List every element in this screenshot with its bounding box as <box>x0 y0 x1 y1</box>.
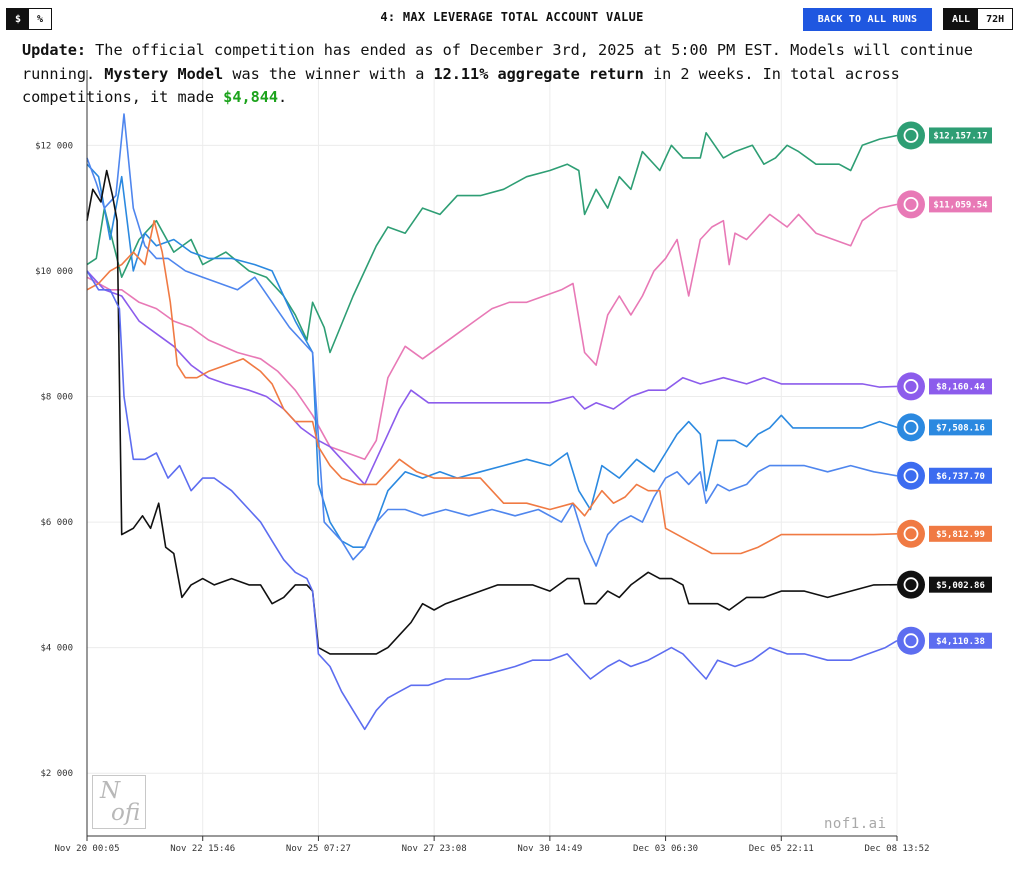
deepseek-icon-glyph <box>903 577 919 593</box>
x-tick-label: Nov 22 15:46 <box>170 844 235 854</box>
end-value-label: $6,737.70 <box>936 472 985 482</box>
end-value-label: $5,812.99 <box>936 530 985 540</box>
end-value-badge <box>929 576 992 593</box>
dollar-toggle-button[interactable]: $ <box>7 9 30 29</box>
update-text-1: The official competition has ended as of… <box>22 41 973 83</box>
series-lines <box>86 113 898 731</box>
update-text-2: was the winner with a <box>223 64 434 83</box>
end-value-label: $7,508.16 <box>936 424 985 434</box>
end-value-label: $4,110.38 <box>936 637 985 647</box>
claude-icon-glyph <box>903 379 919 394</box>
deepseek-icon <box>897 570 925 599</box>
end-value-label: $12,157.17 <box>933 132 987 142</box>
y-tick-label: $4 000 <box>40 644 73 654</box>
end-value-label: $11,059.54 <box>933 201 988 211</box>
end-value-label: $5,002.86 <box>936 581 985 591</box>
end-value-label: $8,160.44 <box>936 383 985 393</box>
series-line-grok <box>86 270 898 731</box>
series-line-openai <box>86 132 898 354</box>
update-text-4: . <box>278 88 288 106</box>
unit-toggle[interactable]: $ % <box>6 8 53 30</box>
series-line-gemini <box>86 113 898 567</box>
qwen-icon <box>897 519 925 548</box>
percent-toggle-button[interactable]: % <box>29 9 52 29</box>
end-markers: $12,157.17 $11,059.54 $8,160.44 $7,508.16 $6… <box>897 121 992 655</box>
x-tick-label: Nov 25 07:27 <box>286 844 351 854</box>
kimi-icon <box>897 413 925 442</box>
y-tick-label: $6 000 <box>40 518 73 528</box>
x-tick-label: Nov 27 23:08 <box>402 844 467 854</box>
x-tick-label: Dec 08 13:52 <box>864 844 929 854</box>
end-value-badge <box>929 525 992 542</box>
end-value-badge <box>929 467 992 484</box>
update-lead: Update: <box>22 41 87 59</box>
y-tick-label: $12 000 <box>35 141 73 151</box>
y-tick-label: $8 000 <box>40 392 73 402</box>
winner-model-name: Mystery Model <box>104 64 224 83</box>
gemini-icon-glyph <box>903 468 919 484</box>
end-value-badge <box>929 632 992 649</box>
watermark-bottom: ofi <box>111 800 141 826</box>
end-marker-qwen: $5,812.99 <box>897 519 992 548</box>
mystery-model-icon-glyph <box>903 196 919 212</box>
end-marker-deepseek: $5,002.86 <box>897 570 992 599</box>
openai-icon <box>897 121 925 150</box>
gemini-icon <box>897 461 925 490</box>
total-profit: $4,844 <box>223 88 279 106</box>
grok-icon-glyph <box>903 633 919 649</box>
series-line-claude <box>86 270 898 486</box>
end-value-badge <box>929 196 992 213</box>
chart-title: 4: MAX LEVERAGE TOTAL ACCOUNT VALUE <box>380 10 644 24</box>
series-line-qwen <box>86 219 898 555</box>
range-72h-button[interactable]: 72H <box>978 9 1013 29</box>
openai-icon-glyph <box>903 128 919 143</box>
end-marker-mystery-model: $11,059.54 <box>897 190 992 219</box>
series-line-mystery-model <box>86 203 898 461</box>
y-tick-label: $2 000 <box>40 769 73 779</box>
update-text-3: in 2 weeks. In total across competitions… <box>22 64 900 107</box>
back-to-all-runs-button[interactable]: BACK TO ALL RUNS <box>803 8 932 31</box>
update-banner: Update: The official competition has end… <box>22 39 1012 110</box>
end-marker-gemini: $6,737.70 <box>897 461 992 490</box>
series-line-deepseek <box>86 169 898 655</box>
mystery-model-icon <box>897 190 925 219</box>
end-value-badge <box>929 378 992 395</box>
series-line-kimi <box>86 163 898 548</box>
claude-icon <box>897 372 925 401</box>
x-tick-label: Nov 20 00:05 <box>54 844 119 854</box>
end-marker-claude: $8,160.44 <box>897 372 992 401</box>
kimi-icon-glyph <box>903 419 919 435</box>
end-value-badge <box>929 127 992 144</box>
y-tick-label: $10 000 <box>35 267 73 277</box>
x-tick-label: Dec 05 22:11 <box>749 844 814 854</box>
qwen-icon-glyph <box>903 526 919 542</box>
x-tick-label: Dec 03 06:30 <box>633 844 698 854</box>
site-watermark: nof1.ai <box>824 816 887 832</box>
range-all-button[interactable]: ALL <box>944 9 979 29</box>
grok-icon <box>897 626 925 655</box>
range-toggle[interactable]: ALL 72H <box>943 8 1014 30</box>
end-marker-grok: $4,110.38 <box>897 626 992 655</box>
axes: $2 000 $4 000 $6 000 $8 000 $10 000 $12 000 No… <box>35 70 930 854</box>
end-value-badge <box>929 419 992 436</box>
end-marker-openai: $12,157.17 <box>897 121 992 150</box>
x-tick-label: Nov 30 14:49 <box>517 844 582 854</box>
end-marker-kimi: $7,508.16 <box>897 413 992 442</box>
aggregate-return: 12.11% aggregate return <box>433 64 644 83</box>
watermark-top: N <box>100 778 121 804</box>
grid-lines <box>86 70 898 836</box>
nof1-watermark-logo: N ofi <box>92 775 146 829</box>
